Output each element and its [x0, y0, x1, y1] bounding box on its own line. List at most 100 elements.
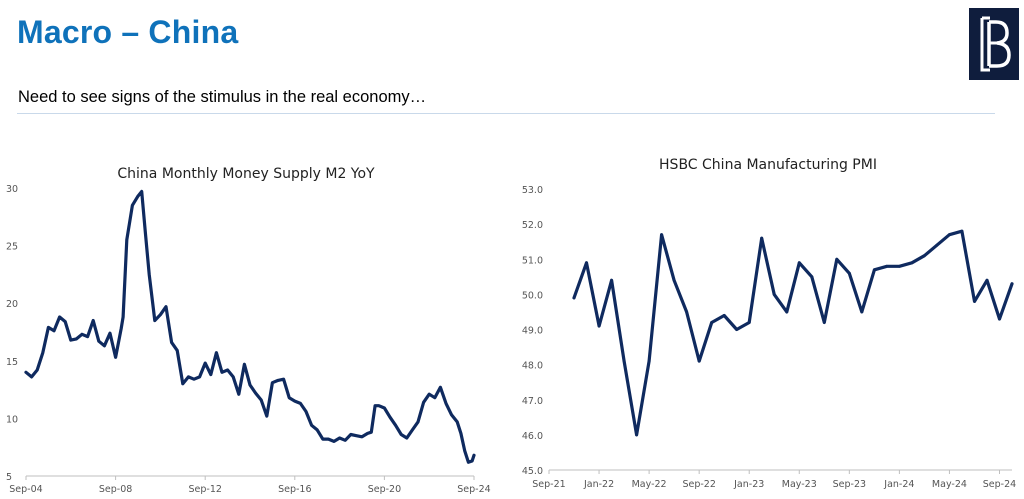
- data-point: [660, 233, 664, 237]
- data-point: [923, 254, 926, 258]
- data-point: [973, 300, 976, 303]
- data-point: [293, 399, 296, 403]
- y-tick-label: 45.0: [522, 466, 543, 477]
- page-title: Macro – China: [17, 14, 239, 50]
- data-point: [69, 338, 73, 342]
- x-tick-label: Jan-24: [883, 479, 914, 490]
- data-point: [204, 361, 207, 365]
- data-point: [260, 398, 263, 402]
- data-point: [860, 310, 864, 314]
- data-point: [192, 378, 196, 381]
- data-point: [349, 433, 352, 436]
- data-point: [411, 428, 414, 432]
- data-point: [360, 435, 364, 439]
- data-point: [572, 296, 576, 300]
- data-point: [120, 327, 123, 330]
- data-point: [835, 257, 839, 261]
- data-point: [226, 368, 229, 372]
- data-point: [935, 243, 939, 247]
- data-point: [622, 359, 626, 363]
- data-point: [92, 319, 95, 322]
- data-point: [885, 264, 889, 268]
- y-tick-label: 49.0: [522, 326, 543, 337]
- data-point: [456, 420, 459, 424]
- data-point: [310, 424, 313, 427]
- data-point: [685, 310, 689, 314]
- x-tick-label: May-24: [932, 479, 967, 490]
- data-point: [822, 321, 826, 324]
- data-point: [355, 434, 358, 437]
- data-point: [144, 232, 147, 236]
- data-point: [220, 371, 224, 374]
- data-point: [288, 396, 291, 399]
- data-point: [370, 431, 373, 434]
- data-point: [176, 349, 179, 352]
- data-point: [710, 321, 714, 324]
- data-point: [282, 378, 285, 381]
- data-point: [164, 305, 168, 308]
- data-point: [237, 393, 240, 396]
- data-point: [785, 310, 789, 314]
- bracket-b-logo-icon: [969, 8, 1019, 80]
- chart-title: HSBC China Manufacturing PMI: [659, 157, 877, 173]
- x-tick-label: Sep-08: [99, 484, 132, 495]
- x-tick-label: Sep-16: [278, 484, 311, 495]
- data-point: [610, 278, 613, 282]
- data-point: [327, 437, 330, 441]
- data-point: [80, 333, 84, 336]
- data-point: [405, 436, 408, 440]
- data-point: [321, 437, 324, 441]
- data-point: [316, 428, 319, 432]
- y-tick-label: 20: [6, 299, 18, 310]
- data-point: [948, 233, 951, 237]
- data-point: [47, 326, 50, 329]
- data-point: [248, 383, 252, 387]
- x-tick-label: Sep-21: [532, 479, 565, 490]
- data-point: [985, 278, 989, 282]
- data-point: [810, 275, 814, 279]
- data-point: [170, 341, 173, 344]
- data-point: [232, 375, 235, 379]
- data-point: [377, 404, 380, 407]
- data-point: [1010, 282, 1014, 286]
- x-tick-label: Jan-22: [583, 479, 614, 490]
- data-point: [254, 391, 257, 395]
- data-point: [672, 278, 676, 282]
- data-point: [897, 264, 901, 268]
- data-point: [760, 236, 764, 240]
- data-point: [998, 317, 1001, 321]
- data-point: [148, 273, 151, 276]
- x-tick-label: May-22: [632, 479, 667, 490]
- y-tick-label: 10: [6, 414, 18, 425]
- data-point: [243, 363, 246, 366]
- x-tick-label: Sep-24: [457, 484, 490, 495]
- m2-chart: China Monthly Money Supply M2 YoY 5 10 15 2…: [6, 166, 491, 495]
- data-point: [198, 375, 201, 379]
- data-point: [722, 314, 726, 317]
- data-point: [131, 204, 134, 207]
- data-point: [872, 268, 876, 272]
- data-point: [265, 414, 268, 418]
- data-point: [467, 460, 470, 464]
- data-point: [121, 315, 125, 319]
- header-divider: [17, 113, 995, 114]
- data-point: [428, 393, 431, 396]
- data-point: [271, 381, 274, 384]
- y-tick-label: 25: [6, 242, 18, 253]
- y-tick-label: 51.0: [522, 255, 543, 266]
- data-point: [597, 324, 601, 328]
- chart-title: China Monthly Money Supply M2 YoY: [117, 166, 375, 182]
- data-point: [108, 331, 112, 335]
- data-point: [125, 238, 128, 242]
- data-point: [344, 439, 347, 442]
- y-tick-label: 53.0: [522, 185, 543, 196]
- data-point: [470, 459, 474, 463]
- data-point: [97, 340, 101, 343]
- y-tick-label: 30: [6, 184, 18, 195]
- data-point: [187, 375, 190, 379]
- data-point: [332, 440, 336, 443]
- data-point: [103, 344, 106, 348]
- x-tick-label: Sep-04: [9, 484, 42, 495]
- data-point: [960, 229, 964, 233]
- x-tick-label: Sep-22: [682, 479, 715, 490]
